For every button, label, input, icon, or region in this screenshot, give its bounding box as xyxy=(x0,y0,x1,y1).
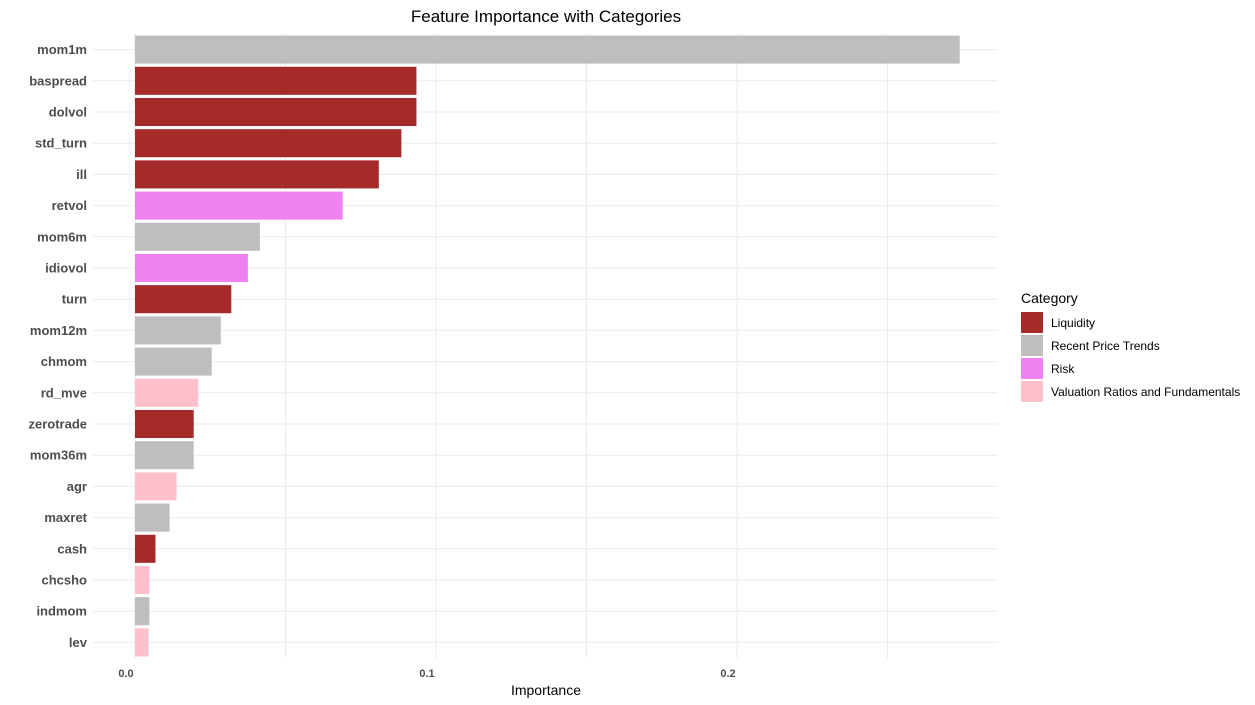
bar-mom1m xyxy=(135,35,960,64)
bar-indmom xyxy=(135,597,150,626)
x-axis-label: Importance xyxy=(511,682,581,698)
legend-swatch xyxy=(1021,381,1043,402)
y-tick-label: mom12m xyxy=(30,323,87,338)
x-tick-labels: 0.0 0.1 0.2 xyxy=(118,668,735,680)
legend-swatch xyxy=(1021,335,1043,356)
bar-agr xyxy=(135,472,177,501)
y-tick-label: turn xyxy=(62,292,87,307)
legend-title: Category xyxy=(1021,290,1078,306)
y-tick-label: rd_mve xyxy=(41,385,87,400)
bar-baspread xyxy=(135,66,417,95)
y-tick-label: cash xyxy=(57,541,87,556)
legend-swatch xyxy=(1021,358,1043,379)
legend-swatch xyxy=(1021,312,1043,333)
legend-item-label: Recent Price Trends xyxy=(1051,339,1160,353)
bar-mom12m xyxy=(135,316,221,345)
y-tick-label: zerotrade xyxy=(28,417,87,432)
bar-mom36m xyxy=(135,441,194,470)
y-tick-label: idiovol xyxy=(45,261,87,276)
legend-item-label: Valuation Ratios and Fundamentals xyxy=(1051,385,1240,399)
bar-retvol xyxy=(135,191,343,220)
legend-item-label: Liquidity xyxy=(1051,316,1095,330)
bar-cash xyxy=(135,534,156,563)
y-tick-label: maxret xyxy=(44,510,87,525)
bar-rd_mve xyxy=(135,378,199,407)
bar-chcsho xyxy=(135,565,150,595)
y-tick-label: chmom xyxy=(41,354,87,369)
grid xyxy=(93,34,998,658)
bar-std_turn xyxy=(135,129,402,158)
bar-chmom xyxy=(135,347,212,376)
y-tick-label: lev xyxy=(69,635,88,650)
x-tick-label: 0.0 xyxy=(118,668,133,680)
legend: Category Liquidity Recent Price Trends Ris… xyxy=(1021,290,1240,402)
legend-item-label: Risk xyxy=(1051,362,1075,376)
bars xyxy=(135,35,960,657)
bar-lev xyxy=(135,628,149,657)
y-tick-label: mom1m xyxy=(37,42,87,57)
bar-turn xyxy=(135,285,232,314)
y-tick-label: chcsho xyxy=(41,573,87,588)
chart-title: Feature Importance with Categories xyxy=(411,7,681,26)
y-tick-label: indmom xyxy=(36,604,87,619)
x-tick-label: 0.2 xyxy=(720,668,735,680)
bar-maxret xyxy=(135,503,170,532)
x-tick-label: 0.1 xyxy=(419,668,434,680)
y-tick-label: retvol xyxy=(52,198,87,213)
y-tick-label: agr xyxy=(67,479,87,494)
y-tick-label: mom36m xyxy=(30,448,87,463)
y-tick-label: ill xyxy=(76,167,87,182)
bar-mom6m xyxy=(135,222,260,251)
y-tick-label: mom6m xyxy=(37,229,87,244)
y-tick-label: std_turn xyxy=(35,136,87,151)
bar-zerotrade xyxy=(135,409,194,439)
bar-dolvol xyxy=(135,97,417,127)
y-tick-label: baspread xyxy=(29,73,87,88)
bar-idiovol xyxy=(135,253,248,283)
bar-ill xyxy=(135,160,379,189)
y-tick-label: dolvol xyxy=(49,105,87,120)
